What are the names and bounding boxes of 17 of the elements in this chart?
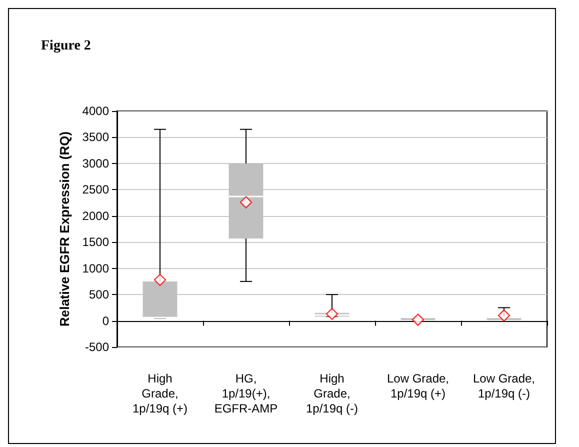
y-tick-label: 4000 (82, 104, 110, 118)
x-tick-label: High Grade, 1p/19q (-) (306, 372, 358, 416)
chart-title: Figure 2 (41, 38, 91, 54)
y-tick-label: 0 (102, 314, 110, 328)
y-tick-label: 1500 (82, 235, 110, 250)
x-tick-label: High Grade, 1p/19q (+) (132, 372, 188, 416)
y-tick-label: 2500 (82, 182, 110, 197)
y-tick-label: 1000 (82, 261, 110, 276)
y-tick-label: 3000 (82, 156, 110, 170)
x-tick-label: Low Grade, 1p/19q (-) (472, 372, 536, 400)
y-tick-label: 500 (88, 288, 110, 302)
y-tick-label: -500 (84, 340, 110, 354)
y-axis-title: Relative EGFR Expression (RQ) (57, 131, 72, 327)
x-tick-label: HG, 1p/19(+), EGFR-AMP (214, 372, 278, 416)
y-tick-label: 2000 (82, 208, 110, 223)
y-tick-label: 3500 (82, 130, 110, 144)
x-tick-label: Low Grade, 1p/19q (+) (386, 372, 450, 400)
